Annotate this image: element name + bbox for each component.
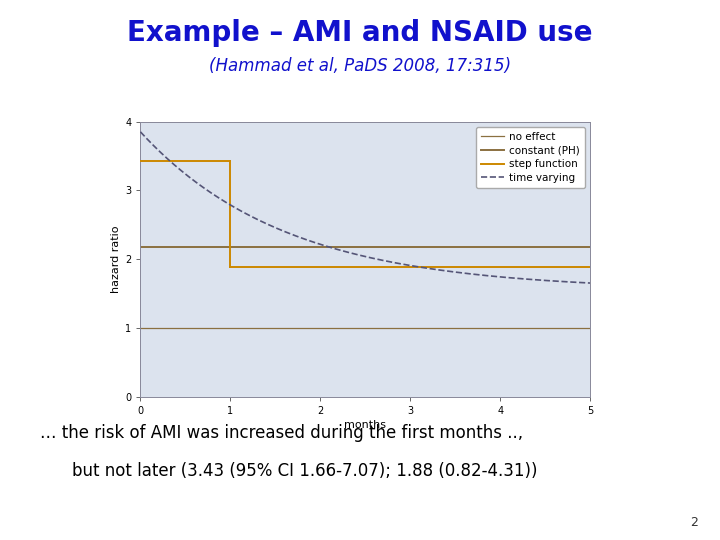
- Text: Example – AMI and NSAID use: Example – AMI and NSAID use: [127, 19, 593, 47]
- Text: … the risk of AMI was increased during the first months ..,: … the risk of AMI was increased during t…: [40, 424, 523, 442]
- X-axis label: months: months: [344, 420, 387, 430]
- Y-axis label: hazard ratio: hazard ratio: [111, 226, 121, 293]
- Text: (Hammad et al, PaDS 2008, 17:315): (Hammad et al, PaDS 2008, 17:315): [209, 57, 511, 75]
- Legend: no effect, constant (PH), step function, time varying: no effect, constant (PH), step function,…: [476, 127, 585, 188]
- Text: 2: 2: [690, 516, 698, 529]
- Text: but not later (3.43 (95% CI 1.66-7.07); 1.88 (0.82-4.31)): but not later (3.43 (95% CI 1.66-7.07); …: [72, 462, 538, 480]
